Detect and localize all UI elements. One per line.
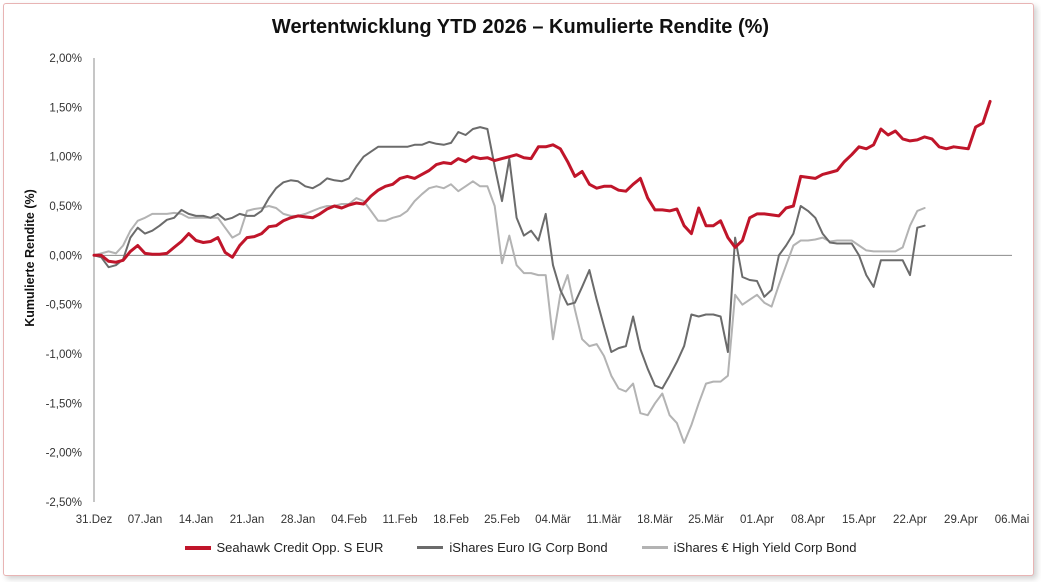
legend-label-euro-ig: iShares Euro IG Corp Bond <box>449 540 608 555</box>
x-tick-label: 14.Jan <box>179 514 214 526</box>
x-tick-label: 11.Feb <box>383 514 418 526</box>
x-tick-label: 07.Jan <box>128 514 163 526</box>
y-tick-label: 1,50% <box>49 102 82 114</box>
x-tick-label: 22.Apr <box>893 514 927 526</box>
x-tick-label: 28.Jan <box>281 514 316 526</box>
x-tick-label: 04.Feb <box>331 514 367 526</box>
legend-swatch-high-yield <box>641 546 668 549</box>
x-tick-label: 25.Mär <box>688 514 724 526</box>
x-tick-label: 01.Apr <box>740 514 774 526</box>
y-tick-label: 2,00% <box>49 53 82 65</box>
x-tick-label: 11.Mär <box>587 514 622 526</box>
x-tick-label: 21.Jan <box>230 514 265 526</box>
legend-label-high-yield: iShares € High Yield Corp Bond <box>673 540 857 555</box>
y-tick-label: 1,00% <box>49 152 82 164</box>
y-tick-label: -2,50% <box>46 497 82 509</box>
legend-swatch-euro-ig <box>417 546 444 549</box>
y-tick-label: -0,50% <box>46 300 82 312</box>
x-tick-label: 18.Feb <box>433 514 469 526</box>
x-tick-label: 25.Feb <box>484 514 520 526</box>
legend: Seahawk Credit Opp. S EUR iShares Euro I… <box>0 540 1041 555</box>
y-tick-label: -1,00% <box>46 349 82 361</box>
y-tick-label: -1,50% <box>46 398 82 410</box>
x-tick-label: 06.Mai <box>995 514 1030 526</box>
x-tick-label: 31.Dez <box>76 514 113 526</box>
x-tick-label: 15.Apr <box>842 514 876 526</box>
series-lines <box>92 99 992 444</box>
x-tick-label: 29.Apr <box>944 514 978 526</box>
x-axis-ticks: 31.Dez 07.Jan 14.Jan 21.Jan 28.Jan 04.Feb 11.F… <box>76 514 1029 526</box>
series-line-seahawk <box>92 99 992 264</box>
legend-item-euro-ig: iShares Euro IG Corp Bond <box>417 540 608 555</box>
legend-item-high-yield: iShares € High Yield Corp Bond <box>641 540 857 555</box>
y-axis-ticks: 2,00% 1,50% 1,00% 0,50% 0,00% -0,50% -1,00% -1,… <box>46 53 82 509</box>
legend-item-seahawk: Seahawk Credit Opp. S EUR <box>184 540 384 555</box>
y-tick-label: 0,50% <box>49 201 82 213</box>
x-tick-label: 04.Mär <box>535 514 571 526</box>
x-tick-label: 08.Apr <box>791 514 825 526</box>
series-line-euro-ig <box>93 126 926 390</box>
legend-label-seahawk: Seahawk Credit Opp. S EUR <box>216 540 384 555</box>
series-line-high-yield <box>93 180 926 444</box>
chart-title: Wertentwicklung YTD 2026 – Kumulierte Re… <box>271 16 770 38</box>
y-tick-label: 0,00% <box>49 250 82 262</box>
y-axis-label: Kumulierte Rendite (%) <box>23 189 37 327</box>
legend-swatch-seahawk <box>184 545 211 550</box>
chart-card <box>3 3 1034 576</box>
x-tick-label: 18.Mär <box>637 514 673 526</box>
y-tick-label: -2,00% <box>46 448 82 460</box>
